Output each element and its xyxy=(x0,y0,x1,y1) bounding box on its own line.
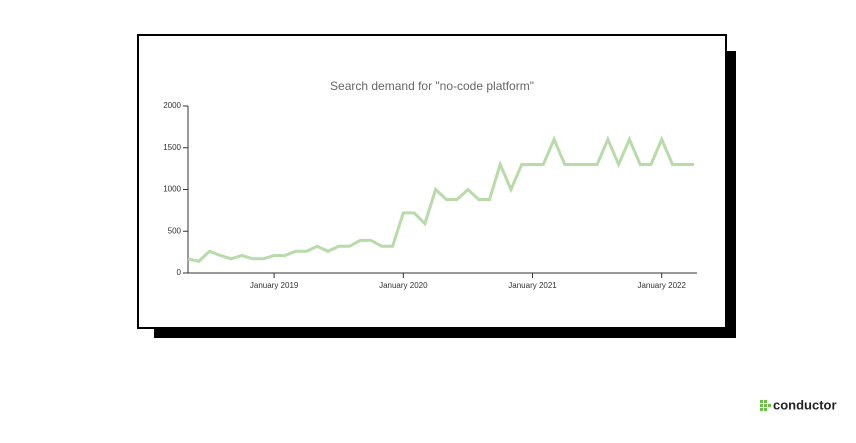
x-tick-label: January 2022 xyxy=(637,281,686,290)
line-series xyxy=(187,135,694,263)
y-tick-label: 1500 xyxy=(163,143,181,152)
x-tick-label: January 2020 xyxy=(379,281,428,290)
y-tick-label: 500 xyxy=(168,226,182,235)
logo-text: conductor xyxy=(773,397,837,412)
logo-icon xyxy=(760,400,771,411)
x-tick-label: January 2019 xyxy=(250,281,299,290)
card xyxy=(137,34,727,329)
y-tick-label: 1000 xyxy=(163,185,181,194)
x-tick-label: January 2021 xyxy=(508,281,557,290)
y-tick-label: 2000 xyxy=(163,101,181,110)
y-tick-label: 0 xyxy=(177,268,182,277)
chart-title: Search demand for "no-code platform" xyxy=(330,79,534,93)
